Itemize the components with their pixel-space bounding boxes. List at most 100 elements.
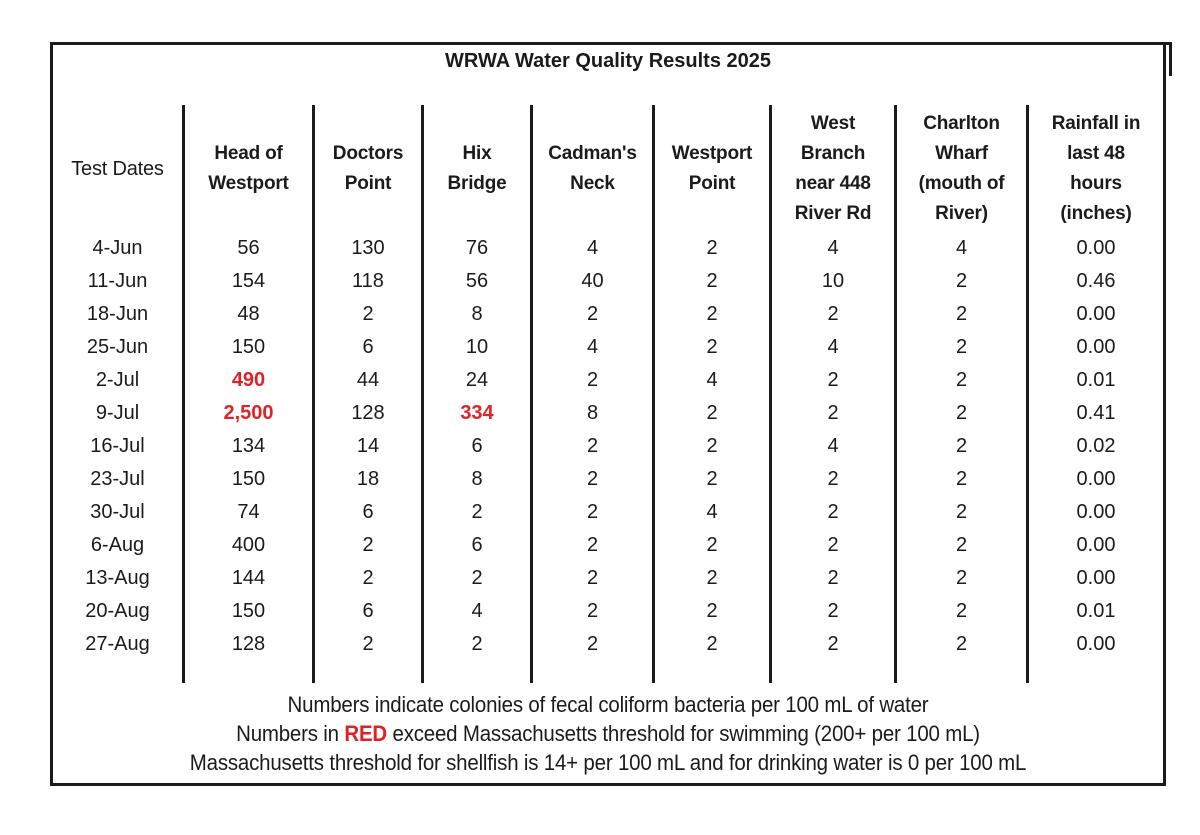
value-cell: 4 xyxy=(894,232,1026,265)
table-row: 30-Jul 74 6 2 2 4 2 2 0.00 xyxy=(53,496,1163,529)
value-cell: 48 xyxy=(182,298,312,331)
table-row: 2-Jul 490 44 24 2 4 2 2 0.01 xyxy=(53,364,1163,397)
note-line-3: Massachusetts threshold for shellfish is… xyxy=(189,750,1027,775)
value-cell: 0.00 xyxy=(1026,628,1163,661)
value-cell: 2,500 xyxy=(182,397,312,430)
date-cell: 9-Jul xyxy=(95,402,140,424)
value-cell: 2 xyxy=(652,397,769,430)
value-cell: 400 xyxy=(182,529,312,562)
column-header: Doctors Point xyxy=(312,105,421,232)
date-cell: 25-Jun xyxy=(86,336,149,358)
table-row: 6-Aug 400 2 6 2 2 2 2 0.00 xyxy=(53,529,1163,562)
value-cell: 2 xyxy=(530,628,652,661)
value-cell: 2 xyxy=(312,529,421,562)
value-cell: 56 xyxy=(421,265,530,298)
value-cell: 8 xyxy=(530,397,652,430)
value-cell: 10 xyxy=(421,331,530,364)
date-cell: 2-Jul xyxy=(95,369,140,391)
note-line-2: Numbers in RED exceed Massachusetts thre… xyxy=(92,719,1124,748)
value-cell: 2 xyxy=(894,364,1026,397)
value-cell: 150 xyxy=(182,331,312,364)
value-cell: 2 xyxy=(652,628,769,661)
note-line-1: Numbers indicate colonies of fecal colif… xyxy=(287,692,929,717)
value-cell: 128 xyxy=(312,397,421,430)
value-cell: 0.01 xyxy=(1026,364,1163,397)
value-cell: 56 xyxy=(182,232,312,265)
date-cell: 30-Jul xyxy=(90,501,145,523)
value-cell: 2 xyxy=(530,562,652,595)
value-cell: 6 xyxy=(312,595,421,628)
value-cell: 2 xyxy=(769,463,894,496)
column-header: Hix Bridge xyxy=(421,105,530,232)
red-legend-word: RED xyxy=(344,721,388,746)
value-cell: 8 xyxy=(421,463,530,496)
column-divider-extension xyxy=(530,661,652,683)
value-cell: 0.00 xyxy=(1026,298,1163,331)
value-cell: 128 xyxy=(182,628,312,661)
value-cell: 2 xyxy=(894,595,1026,628)
column-divider-extension xyxy=(1026,661,1163,683)
value-cell: 6 xyxy=(312,496,421,529)
value-cell: 334 xyxy=(421,397,530,430)
value-cell: 44 xyxy=(312,364,421,397)
value-cell: 2 xyxy=(894,463,1026,496)
value-cell: 0.02 xyxy=(1026,430,1163,463)
value-cell: 4 xyxy=(530,331,652,364)
page-title: WRWA Water Quality Results 2025 xyxy=(444,50,771,72)
column-divider-extension xyxy=(312,661,421,683)
value-cell: 2 xyxy=(769,562,894,595)
value-cell: 4 xyxy=(652,364,769,397)
value-cell: 2 xyxy=(530,529,652,562)
value-cell: 2 xyxy=(769,397,894,430)
value-cell: 2 xyxy=(769,595,894,628)
column-divider-extension xyxy=(182,661,312,683)
column-header: Westport Point xyxy=(652,105,769,232)
date-cell: 18-Jun xyxy=(86,303,149,325)
table-row: 11-Jun 154 118 56 40 2 10 2 0.46 xyxy=(53,265,1163,298)
value-cell: 2 xyxy=(421,562,530,595)
date-cell: 16-Jul xyxy=(90,435,145,457)
value-cell: 14 xyxy=(312,430,421,463)
value-cell: 134 xyxy=(182,430,312,463)
value-cell: 40 xyxy=(530,265,652,298)
value-cell: 4 xyxy=(421,595,530,628)
value-cell: 10 xyxy=(769,265,894,298)
value-cell: 2 xyxy=(530,430,652,463)
value-cell: 74 xyxy=(182,496,312,529)
date-cell: 6-Aug xyxy=(90,534,145,556)
value-cell: 4 xyxy=(769,232,894,265)
value-cell: 0.00 xyxy=(1026,496,1163,529)
value-cell: 76 xyxy=(421,232,530,265)
value-cell: 130 xyxy=(312,232,421,265)
value-cell: 2 xyxy=(652,595,769,628)
value-cell: 0.00 xyxy=(1026,562,1163,595)
column-divider-extension xyxy=(53,661,182,683)
value-cell: 18 xyxy=(312,463,421,496)
value-cell: 2 xyxy=(652,265,769,298)
value-cell: 2 xyxy=(652,298,769,331)
value-cell: 2 xyxy=(312,562,421,595)
value-cell: 0.00 xyxy=(1026,463,1163,496)
value-cell: 2 xyxy=(312,628,421,661)
value-cell: 2 xyxy=(652,331,769,364)
value-cell: 6 xyxy=(421,529,530,562)
border-tick xyxy=(1163,42,1172,76)
value-cell: 2 xyxy=(769,628,894,661)
column-header: Head of Westport xyxy=(182,105,312,232)
column-divider-extension xyxy=(894,661,1026,683)
value-cell: 6 xyxy=(312,331,421,364)
table-row: 18-Jun 48 2 8 2 2 2 2 0.00 xyxy=(53,298,1163,331)
value-cell: 0.00 xyxy=(1026,232,1163,265)
value-cell: 2 xyxy=(769,298,894,331)
value-cell: 150 xyxy=(182,595,312,628)
note-line-2-pre: Numbers in xyxy=(236,721,345,746)
value-cell: 2 xyxy=(894,331,1026,364)
value-cell: 2 xyxy=(894,496,1026,529)
results-table-frame: WRWA Water Quality Results 2025 Test Dat… xyxy=(50,42,1172,786)
value-cell: 2 xyxy=(894,397,1026,430)
value-cell: 2 xyxy=(421,628,530,661)
value-cell: 118 xyxy=(312,265,421,298)
value-cell: 150 xyxy=(182,463,312,496)
footnotes: Numbers indicate colonies of fecal colif… xyxy=(53,683,1163,777)
value-cell: 2 xyxy=(894,298,1026,331)
